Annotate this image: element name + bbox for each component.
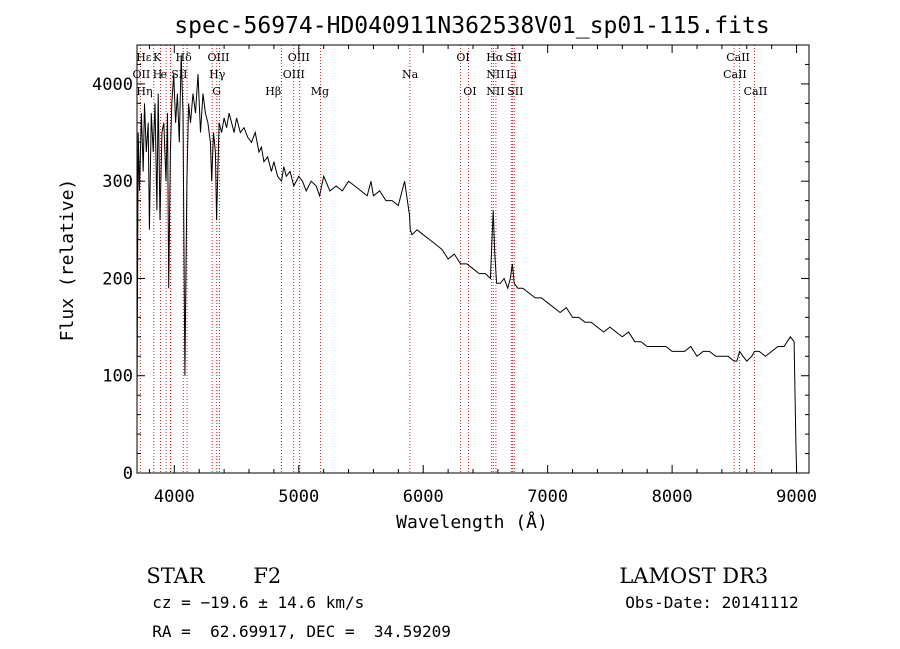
chart-title: spec-56974-HD040911N362538V01_sp01-115.f… — [174, 13, 769, 39]
line-label-SII: SII — [505, 51, 521, 64]
line-label-OIII: OIII — [207, 51, 229, 64]
line-label-e: e — [160, 68, 167, 81]
cz-pm: ± — [258, 593, 268, 612]
line-label-OI: OI — [456, 51, 469, 64]
line-label-NII: NII — [486, 68, 504, 81]
line-label-Hγ: Hγ — [209, 68, 226, 81]
spectral-line-markers — [139, 45, 755, 473]
cz-unit: km/s — [325, 593, 365, 612]
x-axis: 4000 5000 6000 7000 8000 9000 — [148, 45, 817, 507]
line-label-OIII: OIII — [283, 68, 305, 81]
line-label-K: K — [153, 51, 162, 64]
coordinates-info: RA = 62.69917, DEC = 34.59209 — [152, 622, 451, 641]
obs-date-info: Obs-Date: 20141112 — [606, 574, 799, 612]
x-tick-label: 5000 — [278, 487, 319, 507]
x-tick-label: 9000 — [776, 487, 817, 507]
object-class: STAR — [133, 540, 205, 588]
survey-name: LAMOST DR3 — [606, 540, 768, 588]
line-label-Mg: Mg — [311, 85, 329, 98]
dec-value: 34.59209 — [373, 622, 451, 641]
cz-value: −19.6 — [200, 593, 249, 612]
spectrum-series-line — [136, 54, 798, 474]
survey-label: LAMOST DR3 — [619, 564, 769, 588]
line-label-H: H — [153, 68, 163, 81]
y-tick-label: 300 — [102, 172, 133, 192]
x-tick-label: 8000 — [652, 487, 693, 507]
x-axis-label: Wavelength (Å) — [396, 511, 548, 533]
y-axis-label: Flux (relative) — [57, 179, 78, 342]
y-tick-label: 4000 — [92, 75, 133, 95]
y-tick-label: 100 — [102, 367, 133, 387]
x-tick-label: 6000 — [403, 487, 444, 507]
y-tick-label: 0 — [123, 464, 133, 484]
line-label-OI: OI — [463, 85, 476, 98]
line-label-Hε: Hε — [136, 51, 152, 64]
x-tick-label: 7000 — [527, 487, 568, 507]
line-label-CaII: CaII — [726, 51, 750, 64]
object-subclass: F2 — [240, 540, 281, 588]
ra-label: RA = — [152, 622, 201, 641]
line-label-Hη: Hη — [136, 85, 152, 98]
plot-frame — [136, 44, 810, 474]
y-tick-label: 200 — [102, 269, 133, 289]
x-tick-label: 4000 — [154, 487, 195, 507]
obs-date-label: Obs-Date: — [625, 593, 712, 612]
dec-label: DEC = — [306, 622, 365, 641]
line-label-OII: OII — [132, 68, 150, 81]
line-label-CaII: CaII — [723, 68, 747, 81]
y-axis: 0 100 200 300 4000 — [92, 63, 809, 484]
line-label-SII: SII — [507, 85, 523, 98]
line-label-G: G — [212, 85, 221, 98]
line-label-Li: Li — [506, 68, 517, 81]
ra-value: 62.69917 — [210, 622, 288, 641]
line-label-NII: NII — [486, 85, 504, 98]
line-label-Na: Na — [402, 68, 419, 81]
line-label-Hα: Hα — [486, 51, 504, 64]
line-label-Hβ: Hβ — [265, 85, 281, 98]
redshift-info: cz = −19.6 ± 14.6 km/s — [133, 574, 364, 612]
subclass-label: F2 — [253, 564, 282, 588]
line-label-OIII: OIII — [288, 51, 310, 64]
obs-date-value: 20141112 — [721, 593, 799, 612]
cz-error: 14.6 — [277, 593, 317, 612]
line-label-CaII: CaII — [744, 85, 768, 98]
line-label-SII: SII — [171, 68, 187, 81]
cz-label: cz = — [152, 593, 201, 612]
class-label: STAR — [146, 564, 205, 588]
line-label-Hδ: Hδ — [176, 51, 193, 64]
